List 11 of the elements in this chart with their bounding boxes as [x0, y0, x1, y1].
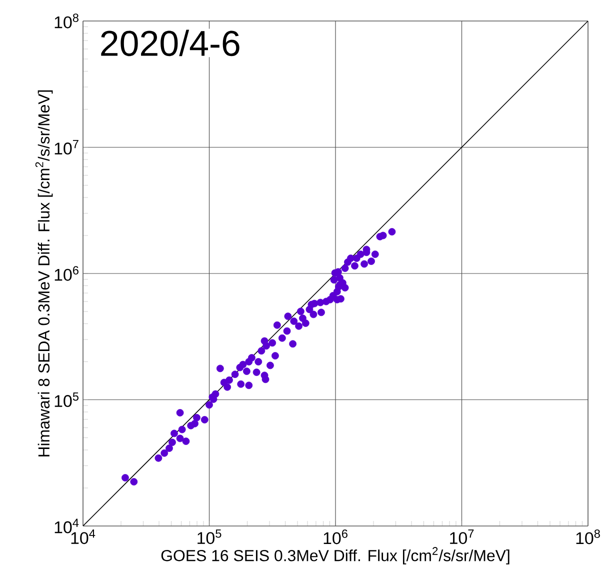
x-tick-label: 10$^{7}$ [450, 530, 474, 544]
y-axis-title: Himawari 8 SEDA 0.3MeV Diff. Flux [/cm$^{2}$/s/sr/MeV] [35, 90, 53, 456]
y-tick-label: 10$^{8}$ [54, 14, 78, 28]
x-tick-label: 10$^{5}$ [198, 530, 222, 544]
chart-title: 2020/4-6 [101, 30, 240, 56]
y-tick-label: 10$^{5}$ [54, 392, 78, 408]
y-tick-label: 10$^{6}$ [54, 266, 78, 281]
x-tick-label: 10$^{6}$ [324, 530, 348, 544]
x-tick-label: 10$^{8}$ [576, 530, 600, 544]
y-tick-label: 10$^{7}$ [54, 140, 78, 155]
x-axis-title: GOES 16 SEIS 0.3MeV Diff. Flux [/cm$^{2}$/s/sr/MeV] [161, 547, 510, 564]
